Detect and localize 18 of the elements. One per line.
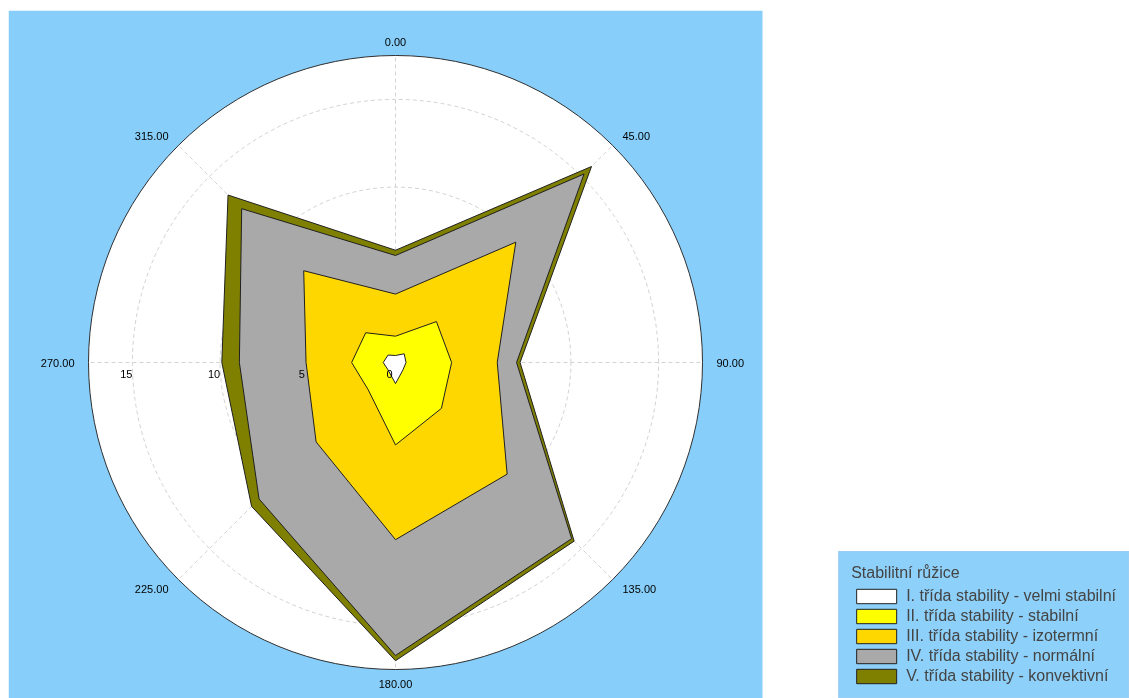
spoke-label: 225.00 [134, 583, 169, 596]
legend-label: I. třída stability - velmi stabilní [906, 587, 1116, 605]
spoke-label: 135.00 [622, 583, 657, 596]
legend-label: II. třída stability - stabilní [906, 607, 1079, 625]
legend-label: III. třída stability - izotermní [906, 627, 1099, 645]
y-tick-label: 5 [298, 367, 305, 380]
legend-label: IV. třída stability - normální [906, 647, 1095, 665]
y-tick-label: 15 [120, 367, 133, 380]
legend-label: V. třída stability - konvektivní [906, 667, 1109, 685]
spoke-label: 180.00 [378, 677, 413, 690]
spoke-label: 0.00 [384, 35, 407, 48]
spoke-label: 315.00 [134, 129, 169, 142]
y-tick-label: 10 [207, 367, 221, 380]
spoke-label: 90.00 [716, 356, 745, 369]
spoke-label: 45.00 [622, 129, 651, 142]
y-tick-label: 0 [386, 367, 393, 380]
legend-title: Stabilitní růžice [851, 564, 961, 582]
spoke-label: 270.00 [40, 356, 75, 369]
